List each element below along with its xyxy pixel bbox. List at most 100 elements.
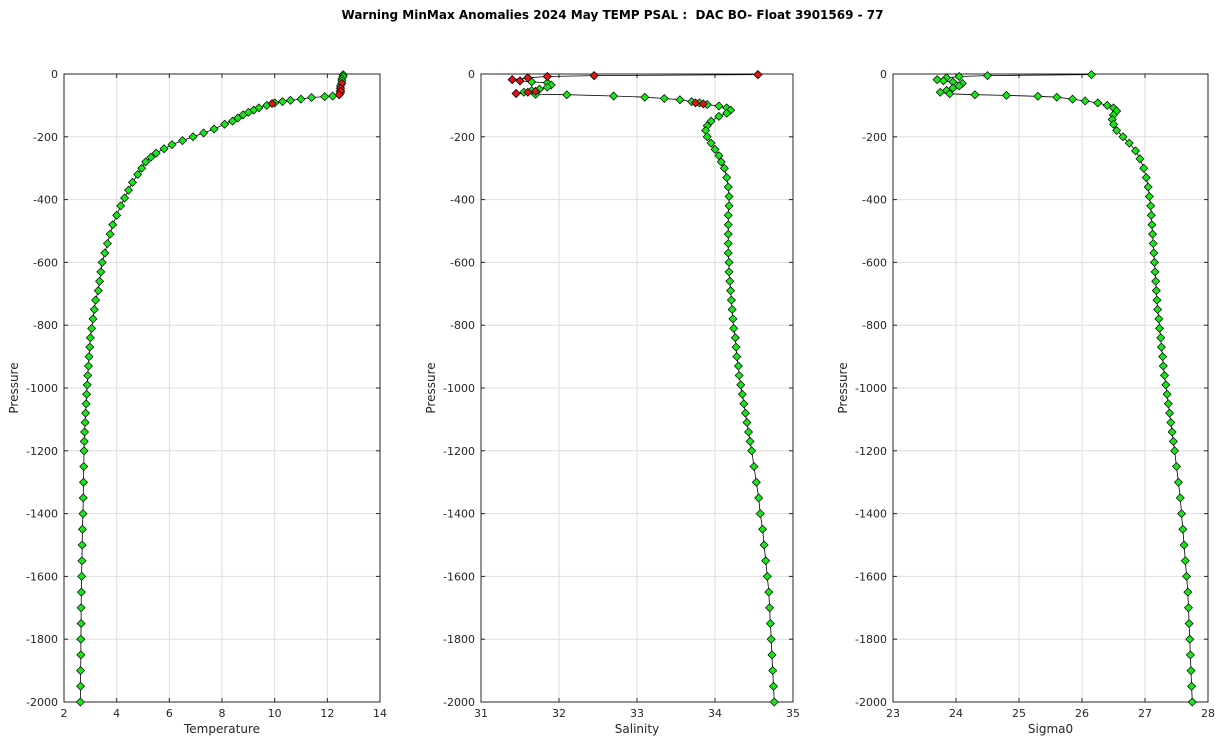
data-point bbox=[133, 169, 143, 179]
data-point bbox=[640, 92, 650, 102]
data-point bbox=[76, 587, 86, 597]
y-tick: -400 bbox=[862, 194, 1208, 207]
data-point bbox=[1152, 295, 1162, 305]
data-point bbox=[1182, 571, 1192, 581]
data-point bbox=[1162, 389, 1172, 399]
data-point bbox=[706, 116, 716, 126]
data-point bbox=[954, 81, 964, 91]
data-point bbox=[765, 603, 775, 613]
data-point bbox=[1163, 399, 1173, 409]
data-point bbox=[1175, 493, 1185, 503]
data-point bbox=[1186, 666, 1196, 676]
y-tick: -2000 bbox=[26, 696, 380, 709]
subplot-sigma0: 23 24 25 26 27 28 0 -200 -400 -600 -800 -1000 -1200 -… bbox=[836, 68, 1215, 736]
data-point bbox=[105, 229, 115, 239]
y-tick: -1400 bbox=[443, 508, 793, 521]
data-point bbox=[84, 352, 94, 362]
data-point bbox=[767, 650, 777, 660]
data-point bbox=[80, 427, 90, 437]
x-tick: 25 bbox=[1012, 74, 1026, 720]
data-point bbox=[764, 587, 774, 597]
data-point bbox=[91, 295, 101, 305]
data-point bbox=[945, 89, 955, 99]
data-point bbox=[1167, 427, 1177, 437]
y-tick-label: -400 bbox=[450, 194, 475, 207]
data-point bbox=[731, 342, 741, 352]
x-tick-label: 31 bbox=[474, 707, 488, 720]
y-tick: -1400 bbox=[855, 508, 1208, 521]
y-tick-label: -200 bbox=[862, 131, 887, 144]
data-point bbox=[124, 185, 134, 195]
y-tick-label: -200 bbox=[450, 131, 475, 144]
data-point bbox=[1158, 352, 1168, 362]
data-point bbox=[79, 462, 89, 471]
data-point bbox=[320, 92, 330, 102]
data-point bbox=[1154, 314, 1164, 324]
warning-markers bbox=[507, 70, 763, 109]
data-point bbox=[723, 182, 733, 192]
y-tick-label: -1000 bbox=[443, 382, 475, 395]
data-point bbox=[1139, 163, 1149, 173]
y-tick: 0 bbox=[880, 68, 1208, 81]
data-point bbox=[542, 82, 552, 92]
data-point bbox=[755, 509, 765, 519]
x-tick-label: 34 bbox=[708, 707, 722, 720]
y-tick-label: -1600 bbox=[26, 570, 58, 583]
y-tick-label: 0 bbox=[51, 68, 58, 81]
data-point bbox=[79, 436, 89, 446]
data-point bbox=[1143, 182, 1153, 192]
data-point bbox=[1124, 138, 1134, 148]
data-point bbox=[1118, 132, 1128, 142]
y-tick-label: -1600 bbox=[855, 570, 887, 583]
data-point bbox=[768, 666, 778, 676]
y-tick-label: -2000 bbox=[443, 696, 475, 709]
data-point bbox=[659, 93, 669, 103]
y-tick: -1000 bbox=[443, 382, 793, 395]
data-point bbox=[1187, 697, 1197, 707]
data-point bbox=[1149, 257, 1159, 267]
data-point bbox=[1151, 276, 1161, 286]
y-tick-label: -1000 bbox=[26, 382, 58, 395]
data-point bbox=[724, 201, 734, 211]
x-tick: 12 bbox=[320, 74, 334, 720]
warning-point bbox=[511, 88, 521, 98]
y-tick: -600 bbox=[33, 256, 380, 269]
data-point bbox=[141, 157, 151, 167]
y-tick: 0 bbox=[468, 68, 793, 81]
data-point bbox=[100, 248, 110, 258]
data-point bbox=[93, 286, 103, 296]
data-point bbox=[736, 380, 746, 390]
y-tick: -400 bbox=[450, 194, 793, 207]
profile-markers bbox=[932, 70, 1197, 707]
data-point bbox=[1154, 323, 1164, 333]
data-point bbox=[1185, 650, 1195, 660]
data-point bbox=[96, 267, 106, 277]
data-point bbox=[706, 138, 716, 148]
y-tick: -200 bbox=[33, 131, 380, 144]
data-point bbox=[83, 361, 93, 371]
data-point bbox=[769, 681, 778, 691]
data-point bbox=[1183, 603, 1193, 613]
data-point bbox=[108, 220, 118, 230]
y-tick-label: -1200 bbox=[443, 445, 475, 458]
x-tick-label: 25 bbox=[1012, 707, 1026, 720]
x-axis-label: Sigma0 bbox=[1028, 722, 1073, 736]
data-point bbox=[1135, 154, 1145, 164]
data-point bbox=[747, 446, 757, 456]
y-tick-label: -200 bbox=[33, 131, 58, 144]
data-point bbox=[82, 389, 92, 399]
y-tick-label: -1800 bbox=[443, 633, 475, 646]
data-point bbox=[710, 144, 720, 154]
data-point bbox=[80, 418, 90, 428]
data-point bbox=[1149, 248, 1159, 258]
data-point bbox=[722, 108, 732, 118]
x-tick: 26 bbox=[1075, 74, 1089, 720]
y-tick: -1600 bbox=[855, 570, 1208, 583]
data-point bbox=[948, 83, 958, 93]
data-point bbox=[1112, 126, 1122, 136]
x-tick: 31 bbox=[474, 74, 488, 720]
y-tick-label: -800 bbox=[450, 319, 475, 332]
data-point bbox=[1033, 91, 1043, 101]
data-point bbox=[146, 152, 156, 162]
data-point bbox=[983, 71, 992, 81]
